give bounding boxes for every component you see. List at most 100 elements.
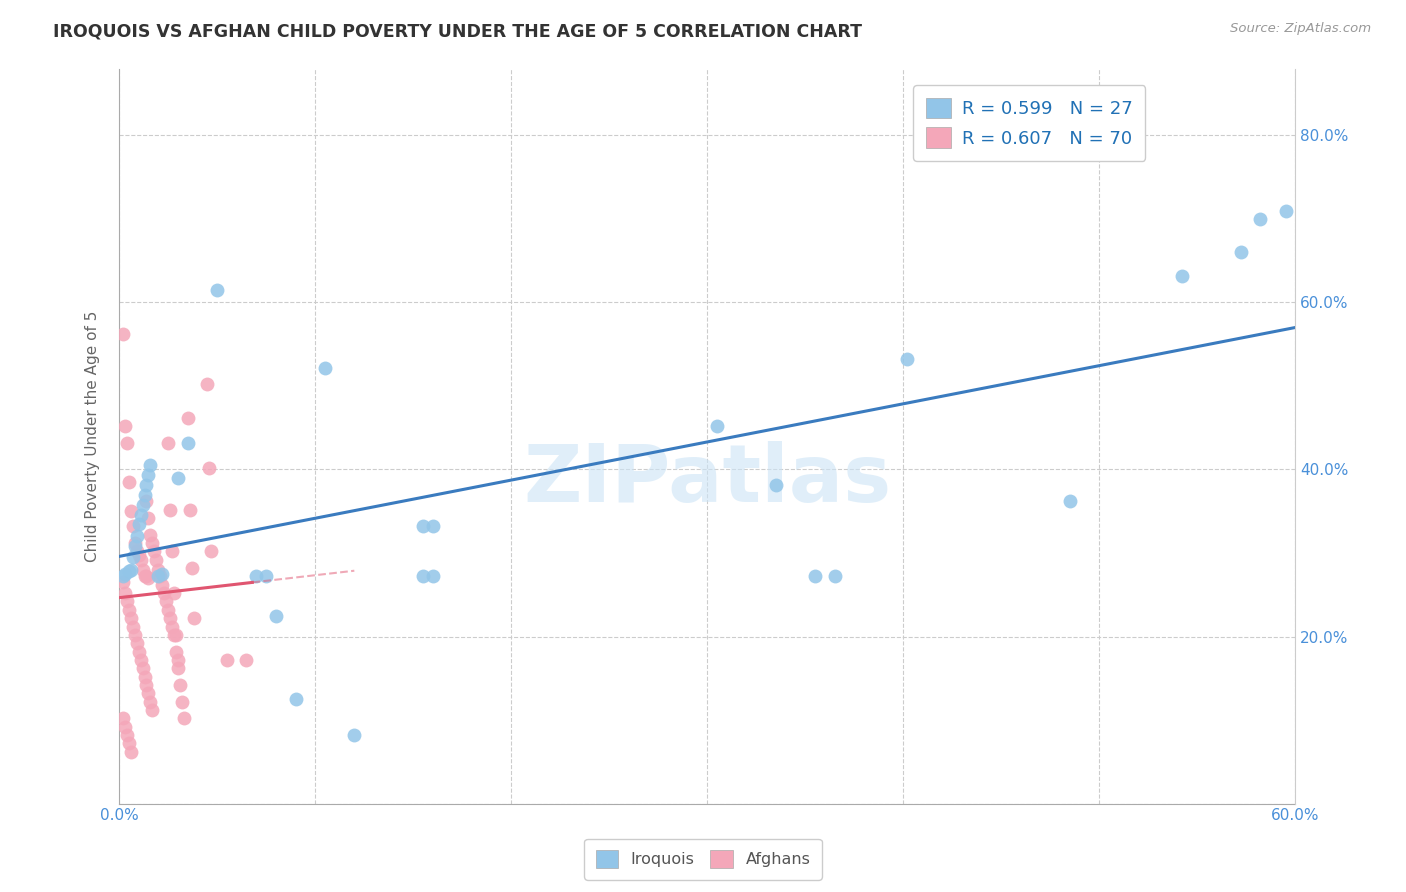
Point [159,502,181,516]
Point [111,575,134,590]
Point [176,435,198,450]
Point [198,460,221,475]
Point [139,695,162,709]
Point [143,544,166,558]
Point [111,569,134,583]
Point [134,670,156,684]
Point [1229,245,1251,260]
Point [120,745,142,759]
Point [148,569,170,583]
Point [163,586,186,600]
Point [125,636,148,650]
Point [765,477,787,491]
Point [141,536,163,550]
Point [139,527,162,541]
Point [215,653,238,667]
Point [157,603,180,617]
Point [129,508,152,523]
Point [153,586,176,600]
Point [131,661,153,675]
Point [148,563,170,577]
Point [284,692,307,706]
Point [706,419,728,434]
Text: ZIPatlas: ZIPatlas [523,442,891,519]
Legend: R = 0.599   N = 27, R = 0.607   N = 70: R = 0.599 N = 27, R = 0.607 N = 70 [912,85,1146,161]
Point [167,661,190,675]
Point [115,728,138,742]
Point [1274,203,1296,218]
Point [160,619,183,633]
Point [128,516,150,531]
Point [163,628,186,642]
Point [804,569,827,583]
Point [343,728,366,742]
Point [138,686,160,700]
Point [121,619,143,633]
Y-axis label: Child Poverty Under the Age of 5: Child Poverty Under the Age of 5 [86,310,100,562]
Point [179,502,201,516]
Point [150,566,173,581]
Point [165,628,187,642]
Point [120,611,142,625]
Point [896,352,918,367]
Point [145,552,167,566]
Point [121,519,143,533]
Point [200,544,222,558]
Point [120,563,142,577]
Point [170,695,193,709]
Point [264,608,287,623]
Point [422,569,444,583]
Point [141,703,163,717]
Point [165,644,187,658]
Point [124,536,146,550]
Point [114,586,136,600]
Point [131,498,153,512]
Point [131,563,153,577]
Text: IROQUOIS VS AFGHAN CHILD POVERTY UNDER THE AGE OF 5 CORRELATION CHART: IROQUOIS VS AFGHAN CHILD POVERTY UNDER T… [53,22,862,40]
Point [125,544,148,558]
Point [157,435,180,450]
Point [173,711,195,725]
Point [167,653,190,667]
Point [205,283,228,297]
Point [1249,211,1271,226]
Point [114,566,136,581]
Point [128,548,150,562]
Point [114,720,136,734]
Point [150,578,173,592]
Point [422,519,444,533]
Point [412,569,434,583]
Point [159,611,181,625]
Point [134,569,156,583]
Point [135,678,157,692]
Point [114,419,136,434]
Point [138,468,160,483]
Point [176,410,198,425]
Point [111,327,134,342]
Point [111,711,134,725]
Point [125,529,148,543]
Point [1059,494,1081,508]
Point [135,569,157,583]
Text: Source: ZipAtlas.com: Source: ZipAtlas.com [1230,22,1371,36]
Point [118,565,141,579]
Point [135,494,157,508]
Point [1170,268,1192,283]
Point [138,571,160,585]
Point [138,511,160,525]
Point [115,594,138,608]
Point [128,644,150,658]
Point [120,504,142,518]
Point [314,360,336,375]
Legend: Iroquois, Afghans: Iroquois, Afghans [585,838,821,880]
Point [139,458,162,473]
Point [115,435,138,450]
Point [129,552,152,566]
Point [135,477,157,491]
Point [167,471,190,485]
Point [118,736,141,750]
Point [180,561,202,575]
Point [245,569,267,583]
Point [183,611,205,625]
Point [124,628,146,642]
